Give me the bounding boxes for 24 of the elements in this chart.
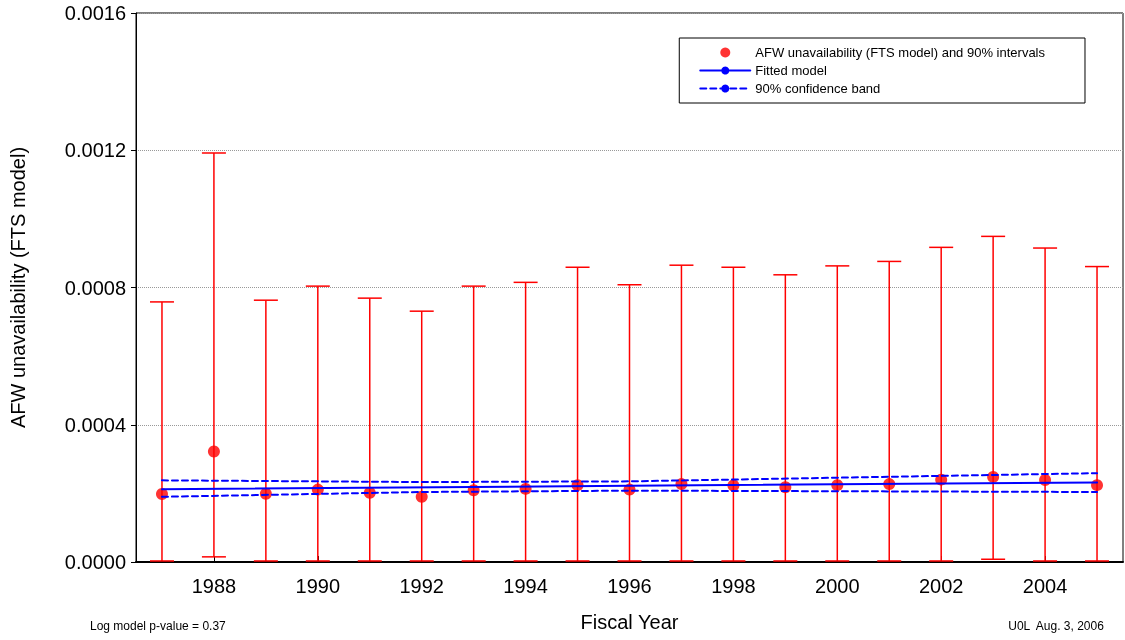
x-tick-label: 2002 [918, 575, 964, 597]
x-tick-label: 1996 [607, 575, 652, 597]
x-tick-label: 2000 [815, 575, 860, 597]
y-tick-label: 0.0016 [64, 2, 126, 24]
point [207, 445, 220, 458]
x-tick-label: 2004 [1022, 575, 1068, 597]
x-tick-label: 1998 [711, 575, 756, 597]
legend-label: AFW unavailability (FTS model) and 90% intervals [755, 45, 1046, 60]
point [415, 490, 428, 503]
x-tick-label: 1992 [399, 575, 444, 597]
x-axis-title: Fiscal Year [580, 611, 679, 633]
y-tick-label: 0.0000 [64, 551, 126, 573]
legend-label: 90% confidence band [755, 81, 881, 96]
y-tick-label: 0.0004 [64, 413, 126, 436]
text: U0L Aug. 3, 2006 [1008, 619, 1105, 633]
y-axis-title: AFW unavailability (FTS model) [7, 146, 29, 429]
legend-label: Fitted model [755, 63, 827, 78]
x-tick-label: 1994 [503, 575, 548, 597]
y-tick-label: 0.0008 [64, 276, 126, 299]
text: Log model p-value = 0.37 [90, 619, 227, 633]
x-tick-label: 1988 [191, 575, 237, 597]
x-tick-label: 1990 [295, 575, 341, 597]
y-tick-label: 0.0012 [64, 139, 126, 162]
point [1091, 479, 1104, 492]
